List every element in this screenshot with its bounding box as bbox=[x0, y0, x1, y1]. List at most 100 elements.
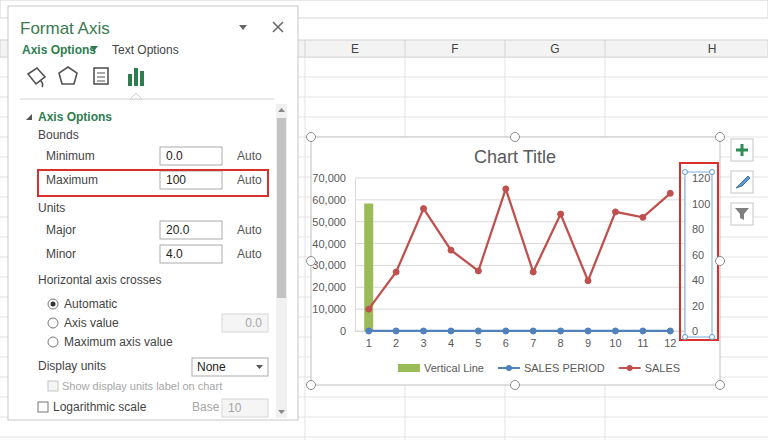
tick-label: 120 bbox=[692, 172, 710, 184]
tick: 120 bbox=[684, 172, 710, 184]
radio-label[interactable]: Maximum axis value bbox=[64, 335, 173, 349]
radio-option[interactable]: Axis value bbox=[48, 316, 119, 330]
pane-close-button[interactable] bbox=[273, 22, 283, 32]
resize-handle[interactable] bbox=[716, 133, 725, 142]
axis-value: 0.0 bbox=[245, 316, 262, 330]
resize-handle[interactable] bbox=[511, 133, 520, 142]
effects-icon[interactable] bbox=[59, 67, 77, 84]
tick-label: 0 bbox=[340, 325, 346, 337]
resize-handle[interactable] bbox=[307, 257, 316, 266]
dropdown-value[interactable]: None bbox=[197, 360, 226, 374]
radio-button[interactable] bbox=[48, 299, 58, 309]
axis-selection-handle bbox=[683, 335, 688, 340]
axis-line bbox=[355, 179, 356, 332]
icon-bar bbox=[140, 71, 144, 86]
field-value[interactable]: 100 bbox=[166, 173, 186, 187]
radio-option[interactable]: Maximum axis value bbox=[48, 335, 173, 349]
resize-handle[interactable] bbox=[307, 381, 316, 390]
tick-label: 2 bbox=[393, 337, 399, 349]
scroll-down-arrow[interactable] bbox=[278, 410, 285, 414]
tab-axis-options[interactable]: Axis Options bbox=[22, 43, 96, 57]
resize-handle[interactable] bbox=[716, 257, 725, 266]
field-value[interactable]: 4.0 bbox=[166, 247, 183, 261]
series bbox=[366, 328, 674, 334]
tick-label: 40,000 bbox=[312, 238, 346, 250]
resize-handle[interactable] bbox=[716, 381, 725, 390]
radio-label[interactable]: Automatic bbox=[64, 297, 117, 311]
legend-item: SALES PERIOD bbox=[498, 362, 605, 374]
legend-swatch bbox=[398, 364, 420, 372]
chart-filters-icon bbox=[735, 208, 749, 220]
marker bbox=[585, 278, 591, 284]
marker bbox=[475, 328, 481, 334]
spreadsheet: EFGH bbox=[0, 0, 768, 440]
field-label: Minor bbox=[46, 247, 76, 261]
marker bbox=[448, 328, 454, 334]
pane-title: Format Axis bbox=[20, 19, 110, 38]
tick-label: 20 bbox=[692, 300, 704, 312]
auto-button[interactable]: Auto bbox=[237, 173, 262, 187]
resize-handle[interactable] bbox=[511, 381, 520, 390]
column-header-divider bbox=[305, 40, 306, 57]
chart-area[interactable] bbox=[311, 137, 720, 385]
tick-label: 30,000 bbox=[312, 259, 346, 271]
radio-button[interactable] bbox=[48, 337, 58, 347]
tab-text-options[interactable]: Text Options bbox=[112, 43, 179, 57]
auto-button[interactable]: Auto bbox=[237, 223, 262, 237]
marker bbox=[612, 209, 618, 215]
column-line bbox=[305, 40, 306, 440]
base-input bbox=[222, 399, 268, 417]
pane-menu-button[interactable] bbox=[239, 25, 247, 30]
marker bbox=[366, 328, 372, 334]
field-label: Maximum bbox=[46, 173, 98, 187]
group-heading: Bounds bbox=[38, 128, 79, 142]
size-properties-detail bbox=[97, 73, 105, 81]
tick-label: 70,000 bbox=[312, 172, 346, 184]
resize-handle[interactable] bbox=[307, 133, 316, 142]
field-value[interactable]: 20.0 bbox=[166, 223, 190, 237]
chart-button[interactable] bbox=[731, 203, 753, 225]
auto-button[interactable]: Auto bbox=[237, 149, 262, 163]
marker bbox=[393, 269, 399, 275]
marker bbox=[530, 269, 536, 275]
marker bbox=[503, 186, 509, 192]
log-checkbox[interactable] bbox=[38, 402, 48, 412]
tab-dropdown-arrow[interactable] bbox=[90, 46, 98, 51]
radio-option[interactable]: Automatic bbox=[48, 297, 117, 311]
field-label: Base bbox=[192, 400, 220, 414]
scroll-up-arrow[interactable] bbox=[278, 108, 285, 112]
tick: 60,000 bbox=[312, 194, 355, 206]
field-row: Minor 4.0 Auto bbox=[46, 245, 262, 263]
tick-label: 3 bbox=[420, 337, 426, 349]
column-header: H bbox=[708, 42, 717, 56]
field-value[interactable]: 0.0 bbox=[166, 149, 183, 163]
grid-line bbox=[355, 309, 684, 310]
radio-dot bbox=[51, 302, 56, 307]
field-input[interactable] bbox=[160, 171, 222, 189]
display-units-dropdown[interactable] bbox=[192, 358, 268, 376]
y2-axis: 020406080100120 bbox=[684, 172, 710, 337]
radio-label[interactable]: Axis value bbox=[64, 316, 119, 330]
radio-button[interactable] bbox=[48, 318, 58, 328]
column-header: F bbox=[451, 42, 458, 56]
checkbox-label[interactable]: Logarithmic scale bbox=[53, 400, 147, 414]
scrollbar-thumb[interactable] bbox=[277, 118, 286, 298]
auto-button[interactable]: Auto bbox=[237, 247, 262, 261]
field-input[interactable] bbox=[160, 245, 222, 263]
marker bbox=[558, 328, 564, 334]
chart-button[interactable] bbox=[731, 139, 753, 161]
size-properties-icon[interactable] bbox=[94, 68, 108, 84]
grid-line bbox=[355, 199, 684, 200]
field-input[interactable] bbox=[160, 221, 222, 239]
chart-button[interactable] bbox=[731, 171, 753, 193]
fill-line-icon[interactable] bbox=[28, 68, 45, 87]
axis-options-icon[interactable] bbox=[128, 68, 144, 86]
chart-buttons bbox=[731, 139, 753, 225]
field-input[interactable] bbox=[160, 147, 222, 165]
tick: 100 bbox=[684, 198, 710, 210]
tick: 40 bbox=[684, 274, 704, 286]
section-collapse-arrow[interactable] bbox=[26, 114, 32, 120]
marker bbox=[640, 214, 646, 220]
tick: 10,000 bbox=[312, 303, 355, 315]
axis-selection-handle bbox=[710, 170, 715, 175]
